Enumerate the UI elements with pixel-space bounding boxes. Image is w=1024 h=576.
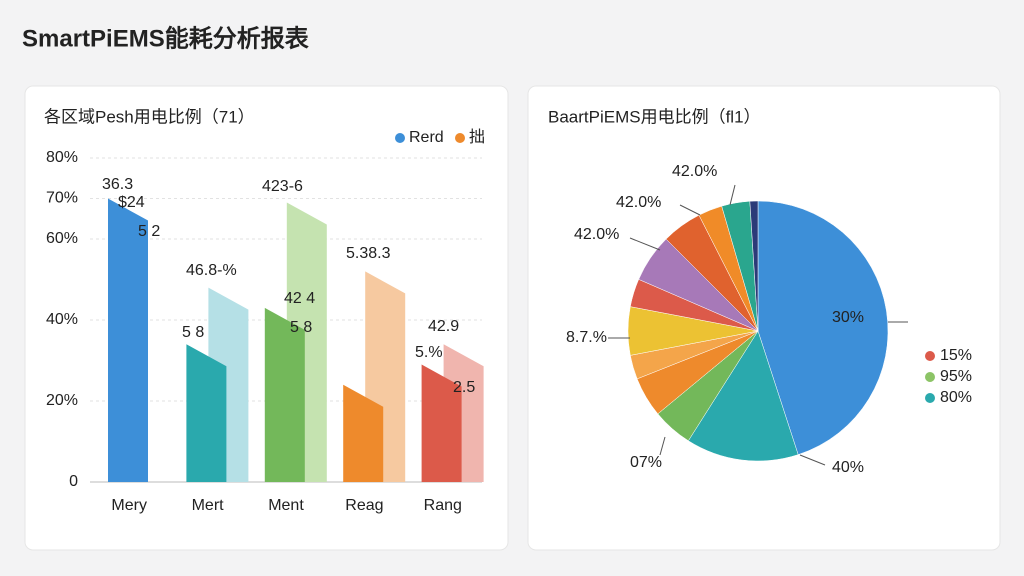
data-annotation: 8.7.% [566, 329, 607, 346]
data-annotation: 30% [832, 309, 864, 326]
pie-slice [757, 200, 889, 455]
data-annotation: 46.8-% [186, 262, 237, 279]
data-annotation: 36.3 [102, 176, 133, 193]
y-tick-label: 80% [46, 149, 78, 166]
data-annotation: 42.0% [672, 163, 717, 180]
leader-line [729, 184, 736, 206]
y-tick-label: 60% [46, 230, 78, 247]
data-annotation: 2.5 [453, 379, 475, 396]
leader-line [629, 237, 661, 251]
legend-label: 95% [940, 368, 972, 385]
y-tick-label: 0 [69, 473, 78, 490]
x-tick-label: Rang [424, 497, 462, 514]
data-annotation: 07% [630, 454, 662, 471]
y-tick-label: 20% [46, 392, 78, 409]
data-annotation: 42.0% [616, 194, 661, 211]
pie-slice [687, 330, 799, 462]
data-annotation: 5.% [415, 344, 443, 361]
data-annotation: 423-6 [262, 178, 303, 195]
x-tick-label: Mert [192, 497, 225, 514]
leader-line [659, 436, 666, 456]
leader-line [799, 454, 826, 466]
legend-swatch [455, 133, 465, 143]
data-annotation: 42.9 [428, 318, 459, 335]
x-tick-label: Ment [268, 497, 304, 514]
data-annotation: 42 4 [284, 290, 315, 307]
x-tick-label: Mery [111, 497, 147, 514]
pie-slice [749, 200, 759, 332]
bar [343, 384, 384, 482]
data-annotation: 42.0% [574, 226, 619, 243]
bar [421, 364, 462, 482]
legend-label: 80% [940, 389, 972, 406]
legend-label: Rerd [409, 129, 444, 146]
y-tick-label: 70% [46, 190, 78, 207]
data-annotation: 5 2 [138, 223, 160, 240]
bar [186, 344, 227, 482]
legend-swatch [395, 133, 405, 143]
data-annotation: $24 [118, 194, 145, 211]
data-annotation: 40% [832, 459, 864, 476]
bar [108, 198, 148, 482]
legend-swatch [925, 393, 935, 403]
data-annotation: 5 8 [290, 319, 312, 336]
legend-label: 15% [940, 347, 972, 364]
leader-line [679, 204, 701, 216]
legend-swatch [925, 351, 935, 361]
page-title: SmartPiEMS能耗分析报表 [22, 24, 310, 52]
y-tick-label: 40% [46, 311, 78, 328]
legend-label: 拙 [469, 128, 485, 146]
x-tick-label: Reag [345, 497, 383, 514]
data-annotation: 5.38.3 [346, 245, 391, 262]
bar [264, 307, 305, 482]
legend-swatch [925, 372, 935, 382]
chart-title: 各区域Pesh用电比例（71） [44, 107, 255, 126]
chart-title: BaartPiEMS用电比例（fl1） [548, 107, 761, 126]
data-annotation: 5 8 [182, 324, 204, 341]
